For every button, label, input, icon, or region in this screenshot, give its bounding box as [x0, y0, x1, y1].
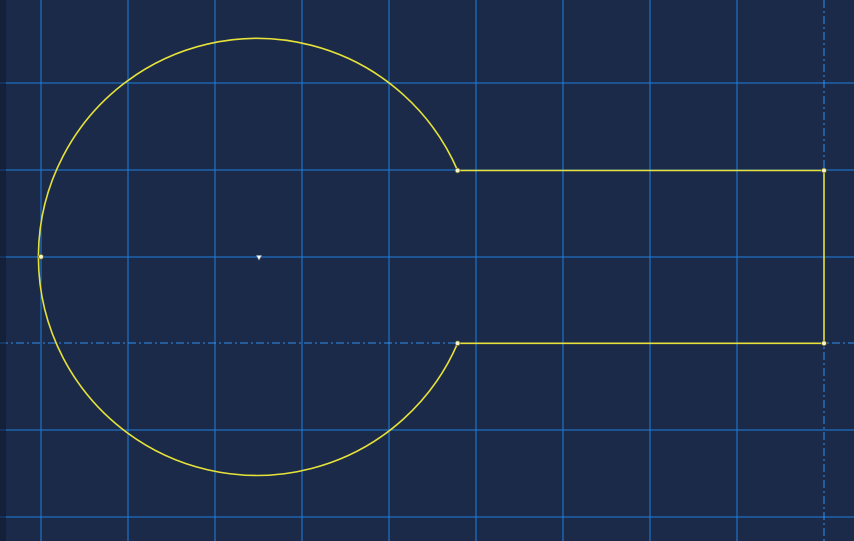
vertex-arc-left-quadrant[interactable]	[38, 253, 44, 260]
arc-center-point[interactable]	[255, 255, 263, 261]
vertex-slot-top-right[interactable]	[821, 167, 827, 174]
grid-vertical-lines	[40, 0, 738, 541]
sketch-vertices[interactable]	[38, 167, 827, 347]
vertex-arc-bottom-end[interactable]	[454, 340, 461, 347]
viewport-left-frame	[0, 0, 6, 541]
center-point-icon	[255, 255, 263, 261]
vertex-arc-top-end[interactable]	[454, 167, 461, 174]
vertex-slot-bottom-right[interactable]	[821, 340, 827, 347]
